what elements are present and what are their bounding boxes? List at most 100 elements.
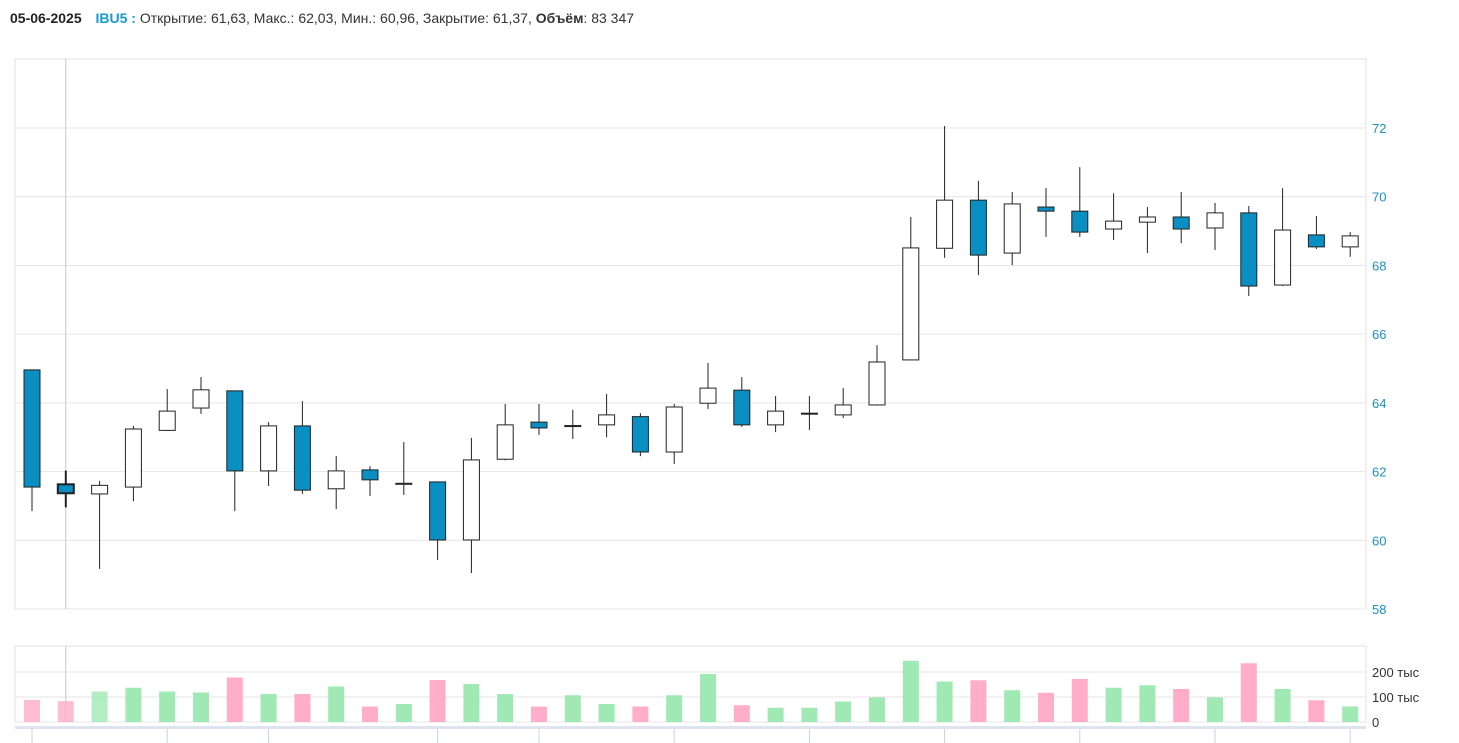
candle-body [429, 481, 447, 541]
candle-body [192, 389, 210, 409]
volume-bar [193, 692, 209, 722]
candle-body [1071, 210, 1089, 233]
price-tick-label: 58 [1372, 602, 1386, 617]
price-tick-label: 68 [1372, 258, 1386, 273]
candle-body [260, 425, 278, 472]
candle-body [496, 424, 514, 460]
volume-bar [24, 700, 40, 722]
volume-bar [801, 707, 818, 722]
candle-body [800, 412, 818, 415]
volume-bar [57, 701, 74, 722]
volume-bar [1105, 687, 1122, 722]
candle-body [733, 389, 751, 426]
candle-body [124, 428, 142, 488]
volume-bar [362, 706, 378, 722]
candle-body [564, 425, 582, 428]
volume-bar [226, 677, 243, 722]
x-axis-bar [15, 726, 1366, 729]
candle-body [530, 421, 548, 429]
candle-body [1138, 216, 1156, 223]
volume-bar [125, 687, 142, 722]
candle-body [1003, 203, 1021, 254]
price-tick-label: 60 [1372, 533, 1386, 548]
candle-body [969, 199, 987, 256]
price-tick-label: 62 [1372, 465, 1386, 480]
volume-bar [531, 706, 547, 722]
candle-body [395, 482, 413, 485]
volume-bar [328, 686, 345, 722]
price-tick-label: 72 [1372, 121, 1386, 136]
candle-body [158, 410, 176, 431]
volume-bar [463, 684, 480, 722]
candle-body [631, 416, 649, 453]
candle-body [1274, 229, 1292, 286]
low-label: Мин.: [341, 10, 377, 26]
candle-body [226, 390, 244, 472]
volume-bar [733, 705, 750, 722]
volume-bar [1240, 663, 1257, 722]
candle-body [462, 459, 480, 541]
volume-bar [395, 704, 412, 722]
candle-body [936, 199, 954, 249]
candle-body [56, 483, 75, 495]
high-label: Макс.: [253, 10, 295, 26]
volume-bar [767, 707, 784, 722]
close-label: Закрытие: [422, 10, 489, 26]
volume-bar [1139, 685, 1156, 722]
high-value: 62,03 [298, 10, 334, 26]
candle-body [293, 425, 311, 491]
volume-bar [564, 695, 581, 722]
volume-bar [598, 704, 615, 722]
volume-bar [1173, 689, 1190, 722]
volume-bar [1207, 697, 1223, 722]
volume-bar [1308, 700, 1325, 722]
candle-body [1307, 234, 1325, 248]
volume-bar [260, 694, 277, 722]
selected-date: 05-06-2025 [10, 10, 82, 26]
volume-label: Объём [535, 10, 584, 26]
volume-bar [497, 694, 514, 722]
volume-tick-label: 0 [1372, 715, 1379, 730]
candle-body [91, 484, 109, 495]
volume-bar [1071, 679, 1088, 722]
ohlc-header: 05-06-2025 IBU5 : Открытие: 61,63, Макс.… [10, 10, 635, 26]
open-label: Открытие: [139, 10, 208, 26]
candle-body [1341, 235, 1359, 248]
volume-bar [666, 695, 683, 722]
candle-body [327, 470, 345, 490]
low-value: 60,96 [380, 10, 416, 26]
candle-body [1172, 216, 1190, 230]
volume-tick-label: 100 тыс [1372, 690, 1420, 705]
candle-body [23, 369, 41, 488]
close-value: 61,37 [492, 10, 528, 26]
volume-bar [1342, 706, 1359, 722]
price-tick-label: 64 [1372, 396, 1386, 411]
volume-value: 83 347 [591, 10, 635, 26]
volume-bar [159, 691, 176, 722]
volume-bar [700, 674, 716, 722]
volume-bar [902, 660, 919, 722]
candle-body [665, 406, 683, 453]
candle-body [767, 410, 785, 426]
candle-body [902, 247, 920, 361]
volume-bar [632, 706, 649, 722]
open-value: 61,63 [210, 10, 246, 26]
volume-bar [294, 694, 311, 722]
candle-body [1105, 220, 1123, 230]
candle-body [361, 469, 379, 481]
candle-body [1037, 206, 1055, 212]
ticker: IBU5 : [95, 10, 136, 26]
candle-body [1206, 212, 1224, 229]
volume-bar [1004, 690, 1021, 722]
volume-bar [1274, 689, 1291, 722]
candle-body [699, 387, 717, 404]
volume-tick-label: 200 тыс [1372, 665, 1420, 680]
price-tick-label: 70 [1372, 190, 1386, 205]
volume-bar [970, 680, 987, 722]
candle-body [868, 361, 886, 406]
volume-pane-frame [14, 645, 1367, 723]
price-tick-label: 66 [1372, 327, 1386, 342]
volume-bar [835, 701, 852, 722]
candle-body [598, 414, 616, 426]
